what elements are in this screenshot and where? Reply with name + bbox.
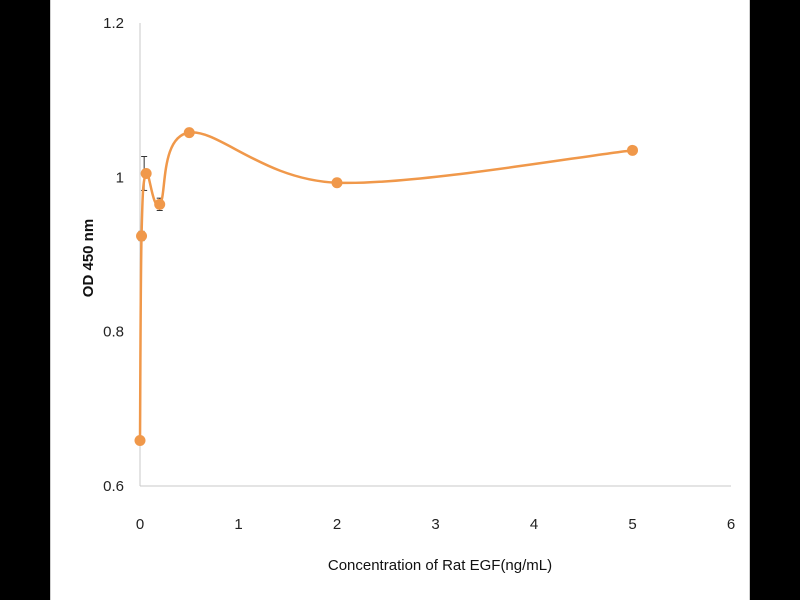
- x-tick-label: 4: [530, 516, 538, 533]
- chart-frame: [50, 0, 750, 600]
- x-tick-labels: 0 1 2 3 4 5 6: [136, 516, 735, 533]
- x-tick-label: 0: [136, 516, 144, 533]
- x-tick-label: 2: [333, 516, 341, 533]
- data-points: [134, 127, 638, 446]
- y-tick-label: 0.8: [103, 324, 124, 341]
- y-axis-title: OD 450 nm: [80, 219, 97, 297]
- x-tick-label: 6: [727, 516, 735, 533]
- error-bars: [137, 128, 636, 445]
- series-line: [138, 131, 633, 441]
- y-tick-label: 1: [116, 169, 124, 186]
- y-tick-label: 1.2: [103, 15, 124, 32]
- data-point: [136, 230, 148, 242]
- y-tick-labels: 0.6 0.8 1 1.2: [103, 15, 124, 495]
- x-tick-label: 3: [431, 516, 439, 533]
- data-point: [331, 177, 343, 189]
- data-point: [183, 127, 195, 139]
- y-tick-label: 0.6: [103, 478, 124, 495]
- data-point: [154, 198, 166, 210]
- data-point: [134, 434, 146, 446]
- data-point: [627, 144, 638, 156]
- data-point: [140, 167, 152, 179]
- x-tick-label: 1: [234, 516, 242, 533]
- axes: [139, 23, 731, 487]
- x-tick-label: 5: [628, 516, 636, 533]
- x-axis-title: Concentration of Rat EGF(ng/mL): [328, 557, 552, 574]
